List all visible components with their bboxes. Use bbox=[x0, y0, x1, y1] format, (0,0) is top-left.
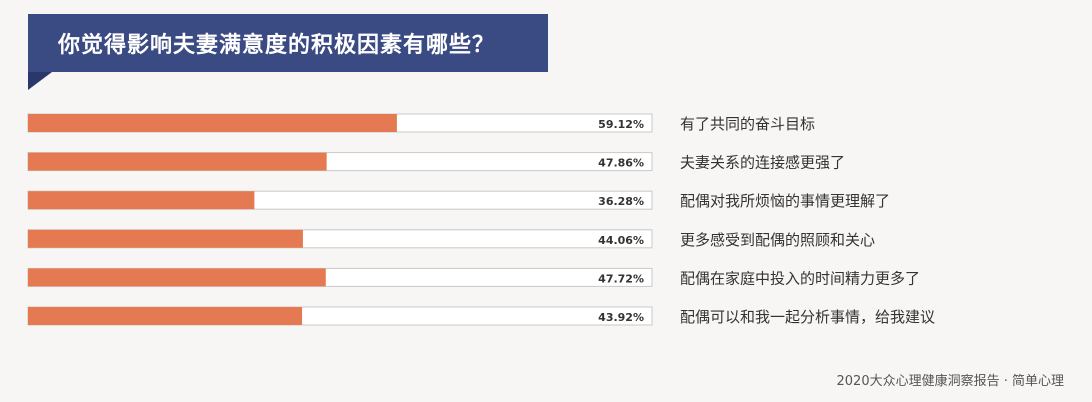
bar bbox=[28, 114, 397, 132]
bar bbox=[28, 152, 327, 171]
category-label: 夫妻关系的连接感更强了 bbox=[680, 154, 845, 172]
category-label: 配偶可以和我一起分析事情，给我建议 bbox=[680, 308, 935, 326]
data-label: 59.12% bbox=[598, 118, 644, 131]
category-label: 配偶对我所烦恼的事情更理解了 bbox=[680, 192, 890, 210]
bar bbox=[28, 307, 303, 325]
category-label: 有了共同的奋斗目标 bbox=[680, 115, 815, 133]
bar bbox=[28, 229, 303, 248]
category-label: 配偶在家庭中投入的时间精力更多了 bbox=[680, 269, 920, 287]
data-label: 36.28% bbox=[598, 195, 644, 208]
chart-title: 你觉得影响夫妻满意度的积极因素有哪些？ bbox=[28, 14, 548, 72]
data-label: 43.92% bbox=[598, 311, 644, 324]
data-label: 47.86% bbox=[598, 157, 644, 170]
bar bbox=[28, 268, 326, 287]
chart-title-text: 你觉得影响夫妻满意度的积极因素有哪些？ bbox=[58, 33, 496, 58]
title-banner-fold bbox=[28, 72, 52, 90]
bar bbox=[28, 191, 255, 210]
data-label: 47.72% bbox=[598, 272, 644, 285]
source-footer: 2020大众心理健康洞察报告 · 简单心理 bbox=[836, 374, 1064, 389]
category-label: 更多感受到配偶的照顾和关心 bbox=[680, 231, 875, 249]
data-label: 44.06% bbox=[598, 234, 644, 247]
